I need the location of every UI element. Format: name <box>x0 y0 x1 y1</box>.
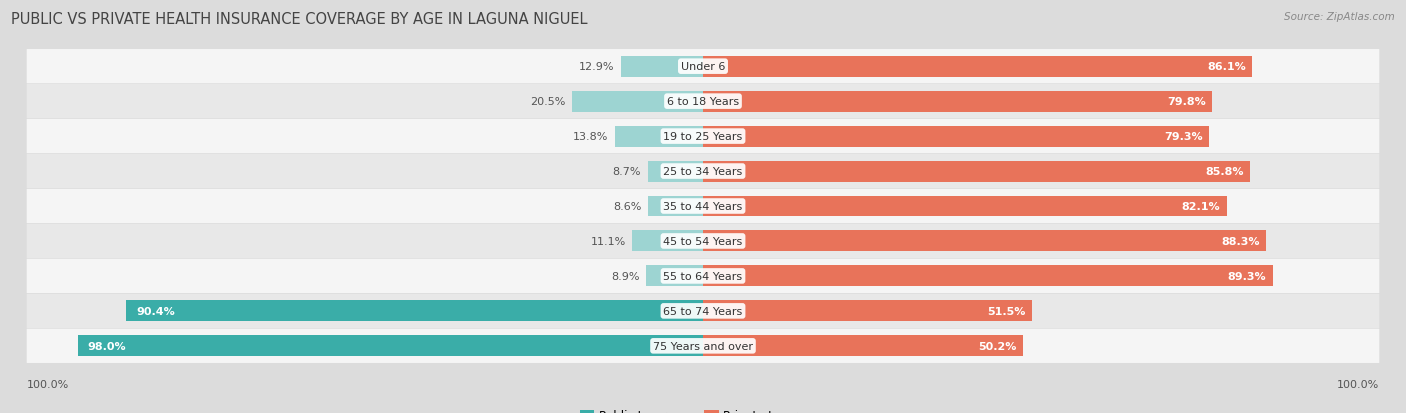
Bar <box>620 57 703 78</box>
Bar <box>703 126 1209 147</box>
Text: 8.7%: 8.7% <box>613 166 641 177</box>
FancyBboxPatch shape <box>27 294 1379 328</box>
Text: 35 to 44 Years: 35 to 44 Years <box>664 202 742 211</box>
FancyBboxPatch shape <box>27 154 1379 189</box>
Text: Under 6: Under 6 <box>681 62 725 72</box>
Bar <box>703 335 1024 356</box>
Text: 86.1%: 86.1% <box>1208 62 1246 72</box>
Text: 12.9%: 12.9% <box>579 62 614 72</box>
FancyBboxPatch shape <box>27 50 1379 84</box>
Text: 98.0%: 98.0% <box>87 341 127 351</box>
Text: 100.0%: 100.0% <box>27 379 69 389</box>
Text: 90.4%: 90.4% <box>136 306 174 316</box>
Bar <box>648 196 703 217</box>
Text: 45 to 54 Years: 45 to 54 Years <box>664 236 742 247</box>
Text: 100.0%: 100.0% <box>1337 379 1379 389</box>
Text: 8.9%: 8.9% <box>612 271 640 281</box>
Bar <box>703 57 1253 78</box>
Text: 6 to 18 Years: 6 to 18 Years <box>666 97 740 107</box>
Bar <box>127 301 703 322</box>
Text: 79.8%: 79.8% <box>1167 97 1206 107</box>
FancyBboxPatch shape <box>27 259 1379 293</box>
Bar <box>633 231 703 252</box>
FancyBboxPatch shape <box>27 85 1379 119</box>
Text: 20.5%: 20.5% <box>530 97 565 107</box>
Bar <box>648 161 703 182</box>
Text: 75 Years and over: 75 Years and over <box>652 341 754 351</box>
Text: 82.1%: 82.1% <box>1181 202 1220 211</box>
Bar <box>647 266 703 287</box>
FancyBboxPatch shape <box>27 120 1379 154</box>
Text: 88.3%: 88.3% <box>1222 236 1260 247</box>
Text: Source: ZipAtlas.com: Source: ZipAtlas.com <box>1284 12 1395 22</box>
Legend: Public Insurance, Private Insurance: Public Insurance, Private Insurance <box>575 404 831 413</box>
FancyBboxPatch shape <box>27 190 1379 223</box>
Bar <box>703 266 1272 287</box>
Text: 65 to 74 Years: 65 to 74 Years <box>664 306 742 316</box>
Text: 13.8%: 13.8% <box>574 132 609 142</box>
Bar <box>703 196 1226 217</box>
Text: PUBLIC VS PRIVATE HEALTH INSURANCE COVERAGE BY AGE IN LAGUNA NIGUEL: PUBLIC VS PRIVATE HEALTH INSURANCE COVER… <box>11 12 588 27</box>
Text: 19 to 25 Years: 19 to 25 Years <box>664 132 742 142</box>
Bar <box>703 91 1212 112</box>
Bar <box>572 91 703 112</box>
Text: 55 to 64 Years: 55 to 64 Years <box>664 271 742 281</box>
Text: 50.2%: 50.2% <box>979 341 1017 351</box>
Text: 85.8%: 85.8% <box>1205 166 1244 177</box>
Text: 89.3%: 89.3% <box>1227 271 1267 281</box>
Bar <box>703 161 1250 182</box>
Text: 8.6%: 8.6% <box>613 202 641 211</box>
FancyBboxPatch shape <box>27 224 1379 259</box>
Bar <box>703 231 1267 252</box>
Text: 25 to 34 Years: 25 to 34 Years <box>664 166 742 177</box>
Bar <box>614 126 703 147</box>
Bar <box>77 335 703 356</box>
Bar <box>703 301 1032 322</box>
Text: 79.3%: 79.3% <box>1164 132 1202 142</box>
FancyBboxPatch shape <box>27 329 1379 363</box>
Text: 11.1%: 11.1% <box>591 236 626 247</box>
Text: 51.5%: 51.5% <box>987 306 1025 316</box>
